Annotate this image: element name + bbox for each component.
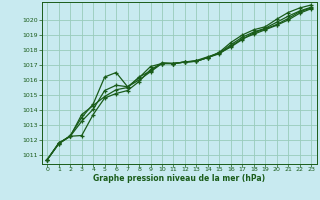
- X-axis label: Graphe pression niveau de la mer (hPa): Graphe pression niveau de la mer (hPa): [93, 174, 265, 183]
